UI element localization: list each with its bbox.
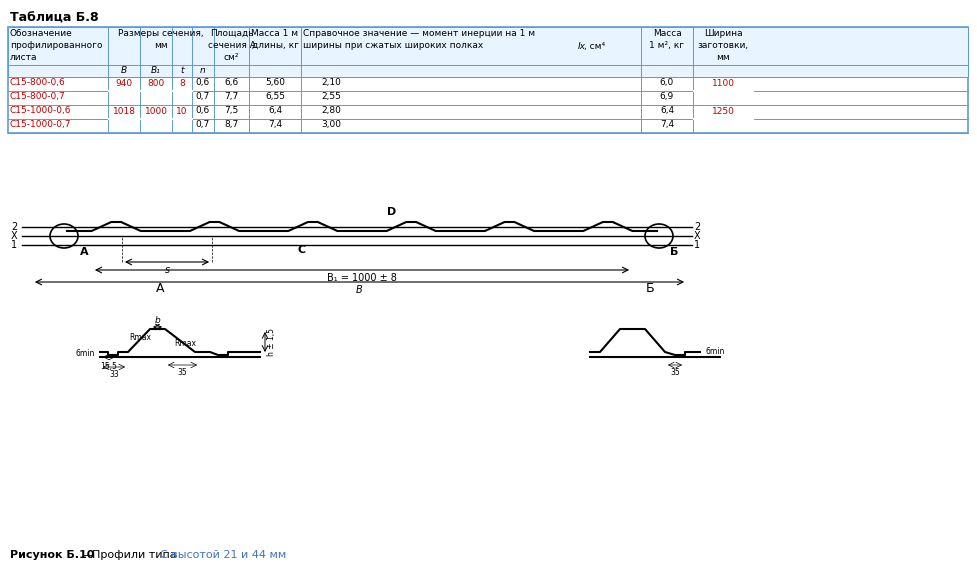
Text: 6,0: 6,0	[659, 79, 673, 87]
Text: —: —	[80, 550, 98, 560]
Text: X: X	[694, 231, 700, 241]
Text: X: X	[11, 231, 17, 241]
Text: 33: 33	[109, 370, 119, 379]
Text: 0,7: 0,7	[195, 120, 210, 130]
Text: С: С	[298, 245, 306, 255]
Text: Масса
1 м², кг: Масса 1 м², кг	[649, 29, 684, 50]
Text: С15-800-0,7: С15-800-0,7	[10, 93, 65, 101]
Text: Ix: Ix	[577, 42, 585, 51]
Text: 2: 2	[694, 222, 700, 232]
Text: С высотой 21 и 44 мм: С высотой 21 и 44 мм	[160, 550, 286, 560]
Text: 1250: 1250	[711, 107, 734, 115]
Text: B: B	[121, 66, 127, 75]
Text: 1: 1	[694, 240, 700, 250]
Text: 10: 10	[176, 107, 188, 115]
Text: С15-1000-0,6: С15-1000-0,6	[10, 107, 71, 115]
Text: 6min: 6min	[75, 350, 95, 359]
Text: Ширина
заготовки,
мм: Ширина заготовки, мм	[697, 29, 747, 62]
Text: Rmax: Rmax	[174, 339, 195, 347]
Text: h ± 1,5: h ± 1,5	[267, 328, 276, 356]
Bar	[8, 27, 967, 77]
Text: 2,55: 2,55	[320, 93, 341, 101]
Text: А: А	[79, 247, 88, 257]
Text: 7,4: 7,4	[659, 120, 673, 130]
Text: 1018: 1018	[112, 107, 136, 115]
Text: b: b	[154, 316, 160, 325]
Text: Rmax: Rmax	[129, 332, 150, 342]
Text: 0,6: 0,6	[195, 79, 210, 87]
Text: 6min: 6min	[704, 347, 724, 357]
Bar	[8, 27, 967, 77]
Text: D: D	[387, 207, 397, 217]
Text: Таблица Б.8: Таблица Б.8	[10, 12, 99, 25]
Text: Рисунок Б.10: Рисунок Б.10	[10, 550, 94, 560]
Text: 0,7: 0,7	[195, 93, 210, 101]
Text: n: n	[200, 66, 206, 75]
Text: B: B	[356, 285, 362, 295]
Text: 6,6: 6,6	[224, 79, 238, 87]
Text: Справочное значение — момент инерции на 1 м
ширины при сжатых широких полках: Справочное значение — момент инерции на …	[303, 29, 534, 50]
Text: Обозначение
профилированного
листа: Обозначение профилированного листа	[10, 29, 103, 62]
Text: 1100: 1100	[711, 79, 734, 87]
Text: А: А	[155, 282, 164, 295]
Text: B₁: B₁	[151, 66, 160, 75]
Text: 8,7: 8,7	[224, 120, 238, 130]
Text: 35: 35	[669, 368, 679, 377]
Text: Размеры сечения,
мм: Размеры сечения, мм	[118, 29, 203, 50]
Text: 7,5: 7,5	[224, 107, 238, 115]
Text: 7,7: 7,7	[224, 93, 238, 101]
Text: 6,55: 6,55	[265, 93, 284, 101]
Text: , см⁴: , см⁴	[583, 42, 605, 51]
Text: Профили типа: Профили типа	[92, 550, 180, 560]
Text: 8: 8	[179, 79, 185, 87]
Text: 15,5: 15,5	[101, 362, 117, 371]
Text: Б: Б	[645, 282, 654, 295]
Text: Площадь
сечения A
см²: Площадь сечения A см²	[207, 29, 255, 62]
Text: 6,9: 6,9	[659, 93, 673, 101]
Text: 800: 800	[148, 79, 164, 87]
Text: 2,80: 2,80	[320, 107, 341, 115]
Text: Масса 1 м
длины, кг: Масса 1 м длины, кг	[251, 29, 298, 50]
Text: 2: 2	[11, 222, 17, 232]
Text: 35: 35	[177, 368, 187, 377]
Text: 1: 1	[11, 240, 17, 250]
Text: B₁ = 1000 ± 8: B₁ = 1000 ± 8	[326, 273, 397, 283]
Text: 7,4: 7,4	[268, 120, 281, 130]
Text: t: t	[180, 66, 184, 75]
Text: s: s	[164, 265, 169, 275]
Text: С15-800-0,6: С15-800-0,6	[10, 79, 65, 87]
Text: 6,4: 6,4	[659, 107, 673, 115]
Text: 0,6: 0,6	[195, 107, 210, 115]
Text: 1000: 1000	[145, 107, 167, 115]
Text: 2,10: 2,10	[320, 79, 341, 87]
Text: С15-1000-0,7: С15-1000-0,7	[10, 120, 71, 130]
Text: 940: 940	[115, 79, 133, 87]
Text: 3,00: 3,00	[320, 120, 341, 130]
Text: 5,60: 5,60	[265, 79, 284, 87]
Text: 6,4: 6,4	[268, 107, 281, 115]
Bar	[8, 27, 967, 133]
Text: Б: Б	[669, 247, 677, 257]
